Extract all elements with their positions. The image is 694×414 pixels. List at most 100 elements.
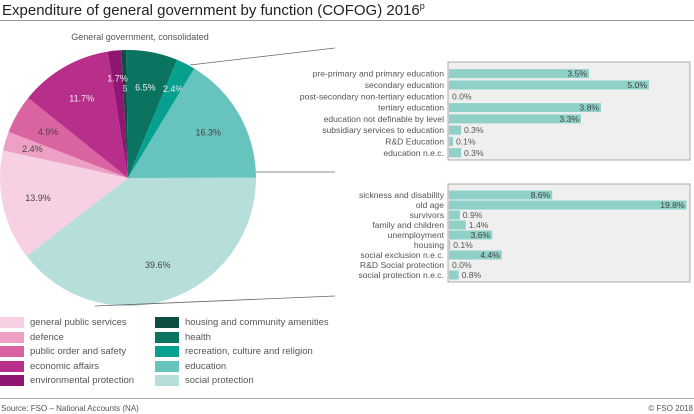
legend-item: recreation, culture and religion — [155, 345, 313, 358]
bar-value-label: 0.0% — [452, 91, 472, 101]
bar-category-label: subsidiary services to education — [322, 125, 444, 135]
bar-value-label: 3.6% — [471, 230, 491, 240]
bar-value-label: 0.8% — [462, 270, 482, 280]
pie-subtitle: General government, consolidated — [71, 32, 209, 42]
pie-slice-label: 11.7% — [69, 93, 94, 103]
legend-item: economic affairs — [0, 360, 99, 373]
bar-value-label: 4.4% — [480, 250, 500, 260]
connector-line — [94, 295, 336, 307]
legend-label: housing and community amenities — [185, 317, 329, 328]
legend-swatch — [0, 375, 24, 386]
bar — [449, 190, 553, 200]
legend-swatch — [0, 331, 24, 343]
legend-item: housing and community amenities — [155, 316, 329, 329]
legend-item: environmental protection — [0, 374, 134, 387]
pie-slice-label: 13.9% — [25, 193, 51, 203]
bar-category-label: tertiary education — [378, 103, 444, 113]
legend-item: public order and safety — [0, 345, 126, 358]
bar-value-label: 0.3% — [464, 125, 484, 135]
legend-label: health — [185, 331, 211, 343]
bar — [449, 270, 459, 280]
bar — [449, 125, 461, 135]
legend-swatch — [0, 346, 24, 357]
footer-divider — [0, 398, 694, 399]
pie-slice-label: 1.7% — [107, 74, 128, 84]
bar — [449, 230, 493, 240]
legend-swatch — [155, 360, 179, 372]
bar-value-label: 0.9% — [463, 210, 483, 220]
legend-swatch — [155, 331, 179, 343]
pie-slice-label: 0.6% — [115, 83, 136, 93]
bar-category-label: sickness and disability — [359, 190, 445, 200]
bar — [449, 103, 601, 113]
bar-category-label: social protection n.e.c. — [358, 270, 444, 280]
bar-value-label: 0.1% — [456, 136, 476, 146]
bar-category-label: R&D Social protection — [360, 260, 444, 270]
chart-title: Expenditure of general government by fun… — [2, 1, 425, 19]
bar-value-label: 19.8% — [660, 200, 685, 210]
legend-label: social protection — [185, 375, 254, 386]
bar-value-label: 3.5% — [567, 69, 587, 79]
legend-swatch — [0, 317, 24, 328]
legend-label: general public services — [30, 317, 127, 328]
bar-category-label: education not definable by level — [324, 114, 444, 124]
bar-value-label: 1.4% — [469, 220, 489, 230]
pie-slice-label: 6.5% — [135, 82, 156, 92]
title-divider — [0, 20, 694, 21]
bar-category-label: secondary education — [365, 80, 445, 90]
pie-slice — [107, 50, 128, 179]
legend-item: social protection — [155, 374, 254, 387]
pie-slice — [126, 50, 178, 178]
legend-item: defence — [0, 331, 64, 344]
legend-swatch — [155, 375, 179, 386]
legend-label: economic affairs — [30, 360, 99, 372]
bar-value-label: 0.1% — [453, 240, 473, 250]
bar — [449, 69, 589, 79]
legend-label: education — [185, 360, 227, 372]
copyright: © FSO 2018 — [648, 404, 693, 413]
legend-label: recreation, culture and religion — [185, 346, 313, 357]
legend-label: environmental protection — [30, 375, 135, 386]
bar — [449, 136, 453, 146]
bar — [449, 210, 460, 220]
legend-label: public order and safety — [30, 346, 127, 357]
legend-swatch — [0, 360, 24, 372]
pie-slice — [121, 50, 128, 178]
legend-swatch — [155, 346, 179, 357]
legend-item: health — [155, 331, 211, 344]
bar-value-label: 3.8% — [579, 103, 599, 113]
legend-item: education — [155, 360, 226, 373]
bar-category-label: post-secondary non-tertiary education — [300, 91, 444, 101]
pie-slice-label: 2.4% — [163, 84, 184, 94]
pie-slice — [0, 150, 128, 257]
pie-slice — [128, 59, 195, 178]
bar-category-label: social exclusion n.e.c. — [360, 250, 444, 260]
pie-slice — [26, 177, 257, 307]
pie-slice-label: 4.9% — [38, 127, 59, 137]
bar-category-label: pre-primary and primary education — [313, 69, 445, 79]
pie-slice-label: 16.3% — [195, 128, 221, 138]
bar — [449, 250, 502, 260]
connector-line — [189, 47, 336, 66]
source-note: Source: FSO – National Accounts (NA) — [1, 404, 139, 413]
legend-label: defence — [30, 331, 64, 343]
bar-category-label: survivors — [410, 210, 444, 220]
bar-value-label: 0.0% — [452, 260, 472, 270]
bar-value-label: 5.0% — [627, 80, 647, 90]
bar-category-label: housing — [414, 240, 444, 250]
bar — [449, 200, 687, 210]
bar-category-label: education n.e.c. — [383, 148, 444, 158]
bar-value-label: 8.6% — [531, 190, 551, 200]
bar-value-label: 0.3% — [464, 148, 484, 158]
bar — [449, 220, 466, 230]
bar — [449, 148, 461, 158]
bar-category-label: family and children — [372, 220, 444, 230]
legend-swatch — [155, 317, 179, 328]
bar-value-label: 3.3% — [559, 114, 579, 124]
bar — [449, 114, 581, 124]
pie-slice-label: 2.4% — [22, 144, 43, 154]
bar-category-label: R&D Education — [385, 136, 444, 146]
pie-slice-label: 39.6% — [145, 260, 171, 270]
